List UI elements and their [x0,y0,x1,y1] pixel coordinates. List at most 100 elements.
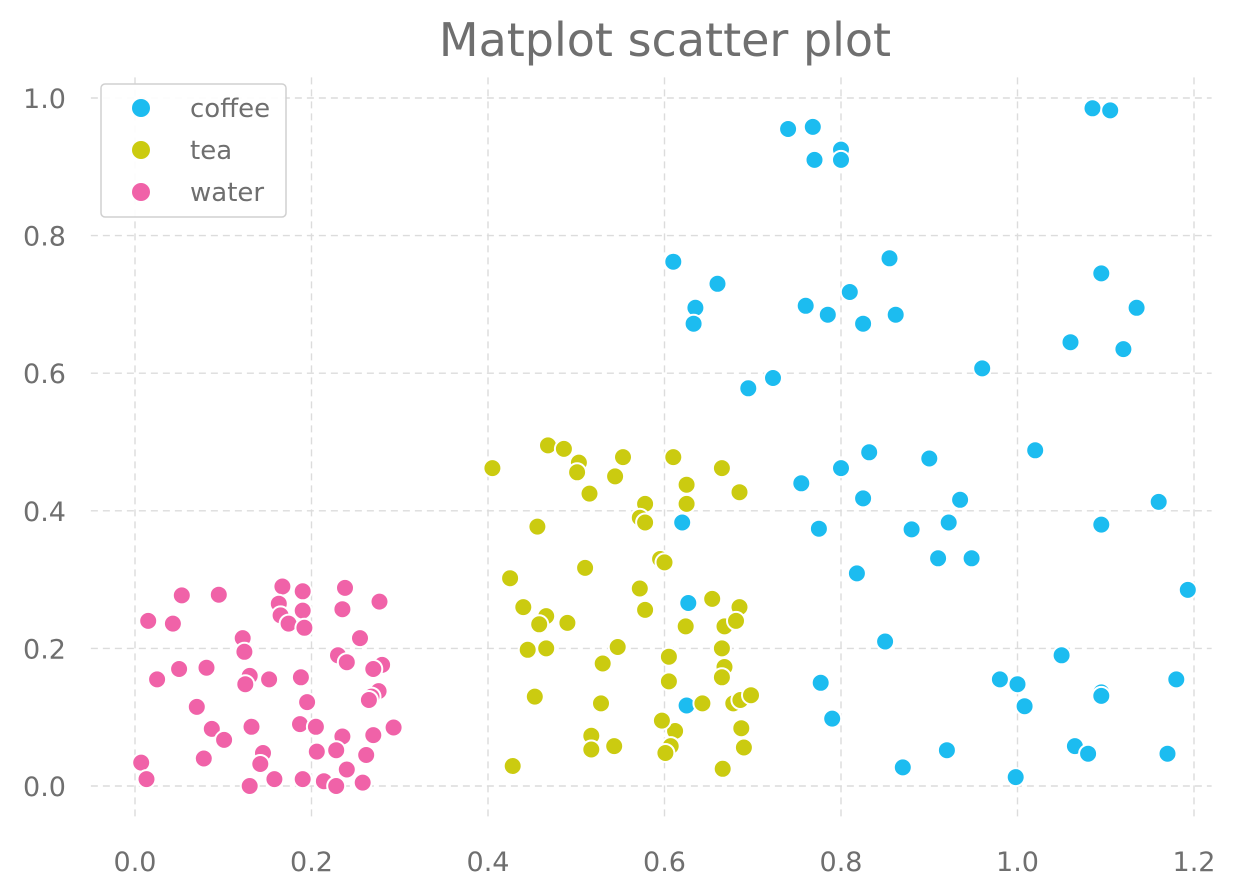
data-point-tea [676,474,697,495]
data-point-tea [517,639,538,660]
series-coffee [663,98,1198,788]
data-point-water [239,776,260,796]
data-point-tea [711,638,732,659]
series-tea [482,435,761,779]
data-point-water [162,613,183,634]
data-point-coffee [1014,696,1035,717]
data-point-coffee [1005,767,1026,788]
data-point-tea [635,599,656,620]
data-point-coffee [1157,743,1178,764]
data-point-tea [731,718,752,739]
data-point-tea [676,493,697,514]
data-point-tea [729,482,750,503]
data-point-coffee [763,368,783,388]
data-point-coffee [875,631,896,652]
data-point-tea [733,737,754,758]
data-point-water [169,659,190,679]
data-point-coffee [1148,491,1169,512]
data-point-water [290,667,311,688]
data-point-water [272,576,293,597]
data-point-coffee [831,458,851,479]
data-point-coffee [950,489,971,510]
data-point-water [208,584,229,605]
data-point-water [259,669,280,690]
data-point-coffee [972,358,993,379]
data-point-tea [553,438,574,459]
data-point-tea [502,756,523,776]
data-point-tea [581,739,602,760]
data-point-coffee [1091,685,1112,706]
x-tick-label: 0.4 [467,847,510,878]
data-point-coffee [839,282,860,302]
data-point-water [352,772,373,793]
data-points [131,98,1198,796]
data-point-tea [592,653,613,674]
data-point-coffee [802,116,823,137]
legend-label-coffee: coffee [190,94,270,124]
data-point-water [350,628,370,649]
data-point-coffee [672,512,693,533]
data-point-water [332,599,353,620]
data-point-tea [527,516,548,537]
data-point-tea [655,743,676,763]
data-point-water [358,690,379,710]
x-tick-label: 0.2 [290,847,333,878]
data-point-coffee [1166,669,1187,690]
data-point-coffee [678,593,699,613]
data-point-tea [579,483,600,504]
data-point-water [250,754,271,774]
data-point-tea [726,610,746,631]
x-tick-label: 0.6 [643,847,686,878]
x-tick-label: 0.8 [820,847,863,878]
data-point-coffee [1091,263,1112,284]
data-point-water [292,769,313,790]
data-point-coffee [1060,332,1081,353]
data-point-coffee [707,273,728,294]
data-point-water [171,585,192,606]
data-point-water [264,769,285,790]
data-point-tea [557,612,578,633]
data-point-water [326,776,347,796]
data-point-coffee [810,672,831,693]
data-point-tea [675,616,696,637]
data-point-tea [591,693,611,714]
data-point-water [356,745,377,765]
data-point-tea [712,758,733,779]
data-point-tea [513,597,534,618]
data-point-tea [651,710,672,731]
data-point-coffee [1051,645,1072,666]
data-point-coffee [1113,339,1134,360]
data-point-coffee [1082,98,1103,119]
data-point-tea [658,671,679,692]
y-tick-label: 0.4 [23,497,66,528]
axis-tick-labels: 0.0 0.2 0.4 0.6 0.8 1.0 1.2 0.0 0.2 0.4 0.6 0.8 1.0 [23,84,1215,878]
data-point-coffee [846,563,867,584]
data-point-tea [613,447,633,468]
data-point-coffee [1025,440,1046,461]
data-point-coffee [892,757,913,778]
data-point-coffee [831,149,851,170]
legend-marker-water [132,183,150,201]
y-tick-label: 0.2 [23,634,66,665]
data-point-tea [629,578,650,599]
data-point-coffee [919,448,940,469]
y-tick-label: 1.0 [23,84,66,115]
data-point-water [138,610,159,631]
data-point-tea [658,646,679,667]
data-point-water [336,652,357,673]
data-point-coffee [936,740,957,761]
legend-label-water: water [190,178,264,208]
data-point-coffee [885,304,906,325]
x-tick-label: 0.0 [114,847,157,878]
y-tick-label: 0.6 [23,359,66,390]
data-point-coffee [822,708,843,729]
data-point-water [292,581,313,602]
data-point-coffee [879,248,900,269]
data-point-coffee [989,669,1010,690]
legend-marker-coffee [132,99,150,117]
data-point-tea [524,686,545,707]
data-point-tea [538,435,558,456]
data-point-coffee [853,488,874,509]
data-point-tea [604,736,625,757]
